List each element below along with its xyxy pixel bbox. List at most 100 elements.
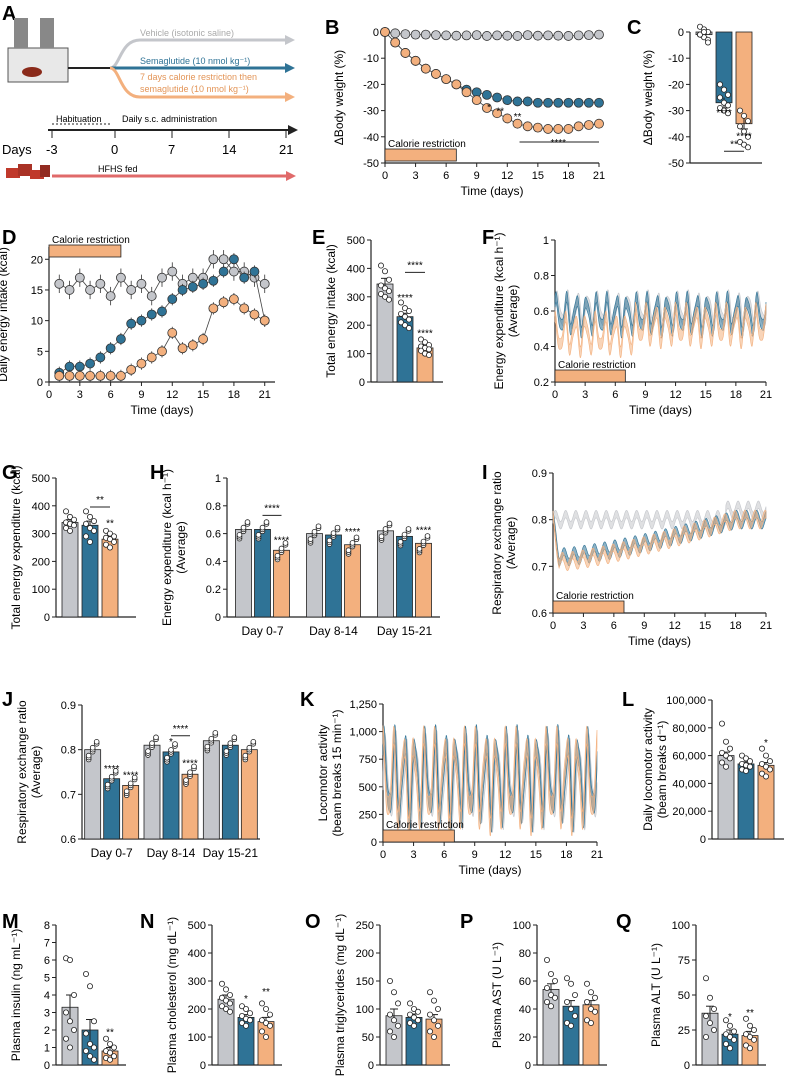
y-tick-label: 20 (31, 254, 43, 266)
individual-point (334, 524, 341, 531)
y-tick-label: 300 (347, 292, 365, 304)
data-point (390, 28, 401, 39)
x-category-label: Day 15-21 (203, 846, 259, 860)
x-tick-label: 21 (259, 389, 271, 401)
data-point (64, 285, 75, 295)
y-tick-label: 7 (44, 938, 50, 950)
x-tick-label: 15 (197, 389, 209, 401)
individual-point (149, 740, 155, 747)
individual-point (759, 760, 766, 767)
x-tick-label: 12 (669, 620, 681, 632)
bar (396, 535, 413, 618)
y-axis-label-2: (Average) (506, 285, 520, 337)
y-tick-label: 0.6 (532, 608, 547, 620)
calorie-restriction-band (554, 369, 626, 383)
data-point (573, 97, 584, 108)
x-tick-label: 18 (562, 170, 574, 182)
y-tick-label: -30 (668, 106, 684, 118)
data-point (187, 340, 198, 351)
calorie-restriction-band (48, 244, 122, 258)
data-point (573, 121, 584, 132)
y-tick-label: 0 (684, 1060, 690, 1072)
individual-point (743, 767, 750, 774)
individual-point (743, 755, 750, 762)
individual-point (405, 325, 412, 332)
data-point (522, 121, 533, 132)
day-tick-14: 14 (222, 142, 236, 157)
individual-point (71, 1027, 78, 1034)
individual-point (83, 508, 90, 515)
y-tick-label: 100 (32, 584, 50, 596)
individual-point (723, 763, 730, 770)
data-point (198, 334, 208, 344)
data-point (482, 89, 492, 100)
y-tick-label: 400 (347, 263, 365, 275)
y-tick-label: 750 (359, 754, 377, 766)
y-tick-label: 2 (44, 1025, 50, 1037)
data-point (420, 29, 431, 40)
individual-point (401, 313, 408, 320)
arrow-label-cr2: semaglutide (10 nmol kg⁻¹) (140, 84, 249, 94)
x-tick-label: 21 (760, 620, 772, 632)
individual-point (727, 1022, 734, 1029)
y-tick-label: 250 (359, 809, 377, 821)
y-axis-label: Plasma cholesterol (mg dL⁻¹) (165, 917, 179, 1073)
data-point (563, 124, 574, 134)
day-tick-7: 7 (168, 142, 175, 157)
y-tick-label: 0.6 (61, 834, 76, 846)
individual-point (107, 536, 114, 543)
y-tick-label: 3 (44, 1008, 50, 1020)
individual-point (701, 28, 708, 35)
panel-f: 0.2 0.4 0.6 0.8 1 Energy expenditure (kcal h⁻… (492, 232, 772, 417)
data-point (167, 294, 178, 305)
data-point (167, 266, 178, 277)
individual-point (430, 1034, 437, 1041)
x-tick-label: 3 (582, 389, 588, 401)
diet-label: HFHS fed (98, 164, 138, 174)
individual-point (568, 1006, 575, 1013)
individual-point (416, 546, 423, 552)
individual-point (711, 1006, 718, 1013)
bar (737, 763, 755, 840)
y-tick-label: -10 (363, 53, 379, 65)
data-point (208, 254, 219, 265)
data-point (594, 118, 604, 129)
individual-point (703, 975, 710, 982)
individual-point (406, 1020, 413, 1027)
individual-point (705, 39, 712, 46)
individual-point (568, 980, 575, 987)
individual-point (212, 730, 219, 736)
panel-letter-k: K (300, 689, 315, 711)
individual-point (707, 994, 714, 1001)
y-axis-label: Daily locomotor activity (641, 708, 655, 831)
bar (306, 533, 323, 618)
data-point (512, 118, 523, 129)
y-tick-label: 0.7 (532, 561, 547, 573)
y-tick-label: -40 (668, 132, 684, 144)
data-point (85, 285, 95, 295)
y-tick-label: 250 (356, 920, 374, 932)
individual-point (104, 781, 111, 788)
individual-point (751, 1027, 758, 1034)
data-point (543, 124, 553, 134)
individual-point (381, 293, 388, 300)
individual-point (67, 513, 74, 520)
data-point (492, 30, 502, 41)
significance-mark: **** (264, 503, 280, 514)
arrow-label-sema: Semaglutide (10 nmol kg⁻¹) (140, 56, 250, 66)
bar (221, 744, 239, 840)
x-tick-label: 12 (501, 170, 513, 182)
day-tick-0: 0 (111, 142, 118, 157)
individual-point (588, 1020, 595, 1027)
individual-point (568, 1022, 575, 1029)
individual-point (262, 1034, 269, 1041)
significance-mark: **** (345, 527, 361, 538)
y-axis-label-2: (Average) (504, 517, 518, 569)
panel-letter-o: O (305, 911, 321, 933)
panel-e: 0 100 200 300 400 500 Total energy intake (kca… (324, 235, 443, 389)
individual-point (246, 1010, 253, 1017)
individual-point (103, 541, 110, 548)
series-trace (554, 301, 767, 359)
data-point (198, 278, 208, 289)
individual-point (311, 528, 318, 535)
